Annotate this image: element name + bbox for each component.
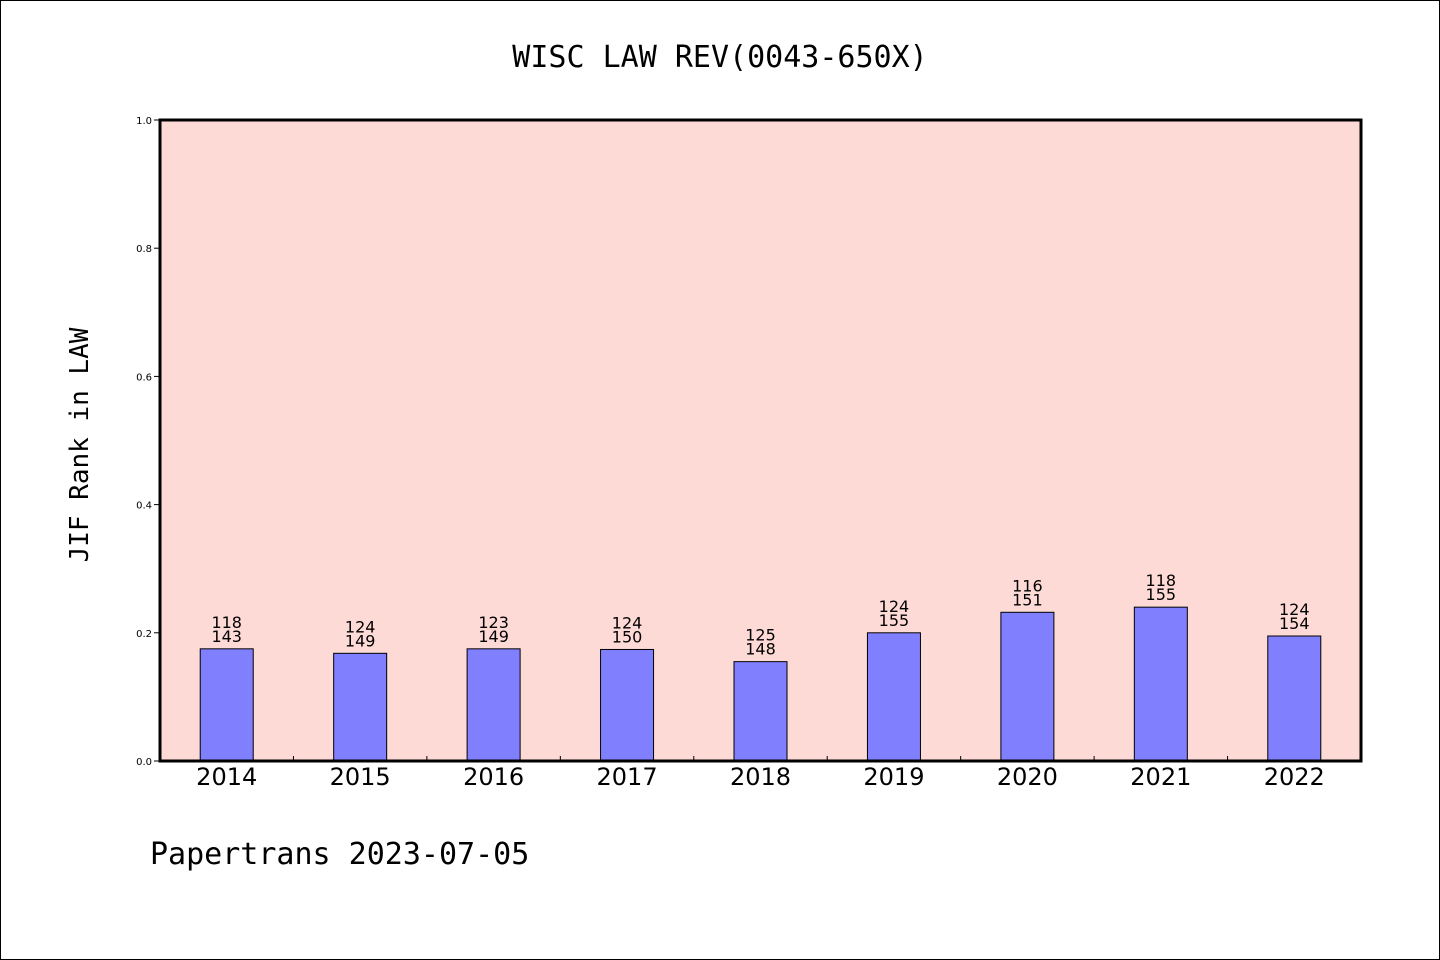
- total-label: 149: [478, 627, 509, 646]
- bar-2018: [733, 661, 788, 762]
- x-tick-label: 2016: [463, 763, 524, 791]
- total-label: 154: [1279, 614, 1310, 633]
- x-tick-label: 2020: [997, 763, 1058, 791]
- rank-label: 124: [345, 617, 376, 636]
- x-tick-label: 2014: [196, 763, 257, 791]
- rank-label: 123: [478, 613, 509, 632]
- y-tick-label: 0.6: [136, 372, 152, 383]
- chart-title: WISC LAW REV(0043-650X): [512, 40, 927, 75]
- bar-2014: [199, 648, 254, 762]
- total-label: 151: [1012, 590, 1043, 609]
- x-tick-label: 2017: [597, 763, 658, 791]
- rank-label: 124: [612, 613, 643, 632]
- total-label: 150: [612, 627, 643, 646]
- total-label: 143: [211, 627, 242, 646]
- x-tick-label: 2015: [330, 763, 391, 791]
- x-tick-label: 2021: [1130, 763, 1191, 791]
- footer-source: Papertrans 2023-07-05: [150, 837, 529, 872]
- total-label: 149: [345, 631, 376, 650]
- y-axis-ticks: 0.0 0.2 0.4 0.6 0.8 1.0: [136, 116, 160, 768]
- x-axis-ticks: 2014 2015 2016 2017 2018 2019 2020 2021 2022: [196, 756, 1325, 791]
- rank-label: 125: [745, 626, 776, 645]
- y-axis-label: JIF Rank in LAW: [65, 327, 95, 562]
- rank-label: 118: [211, 613, 242, 632]
- bar-2019: [866, 632, 921, 762]
- bar-2021: [1133, 606, 1188, 762]
- total-label: 148: [745, 640, 776, 659]
- bar-2022: [1267, 635, 1322, 762]
- y-tick-label: 0.4: [136, 501, 152, 512]
- bar-2015: [333, 652, 388, 762]
- bar-series: [199, 606, 1322, 762]
- rank-label: 116: [1012, 576, 1043, 595]
- y-tick-label: 0.0: [136, 757, 152, 768]
- y-tick-label: 0.2: [136, 629, 152, 640]
- y-tick-label: 0.8: [136, 244, 152, 255]
- bar-2017: [600, 648, 655, 762]
- bar-2016: [466, 648, 521, 762]
- total-label: 155: [1146, 585, 1177, 604]
- x-tick-label: 2019: [863, 763, 924, 791]
- rank-label: 118: [1146, 571, 1177, 590]
- plot-border: [158, 118, 1363, 763]
- rank-label: 124: [879, 597, 910, 616]
- total-label: 155: [879, 611, 910, 630]
- y-tick-label: 1.0: [136, 116, 152, 127]
- bar-2020: [1000, 611, 1055, 762]
- rank-label: 124: [1279, 600, 1310, 619]
- x-tick-label: 2018: [730, 763, 791, 791]
- x-tick-label: 2022: [1264, 763, 1325, 791]
